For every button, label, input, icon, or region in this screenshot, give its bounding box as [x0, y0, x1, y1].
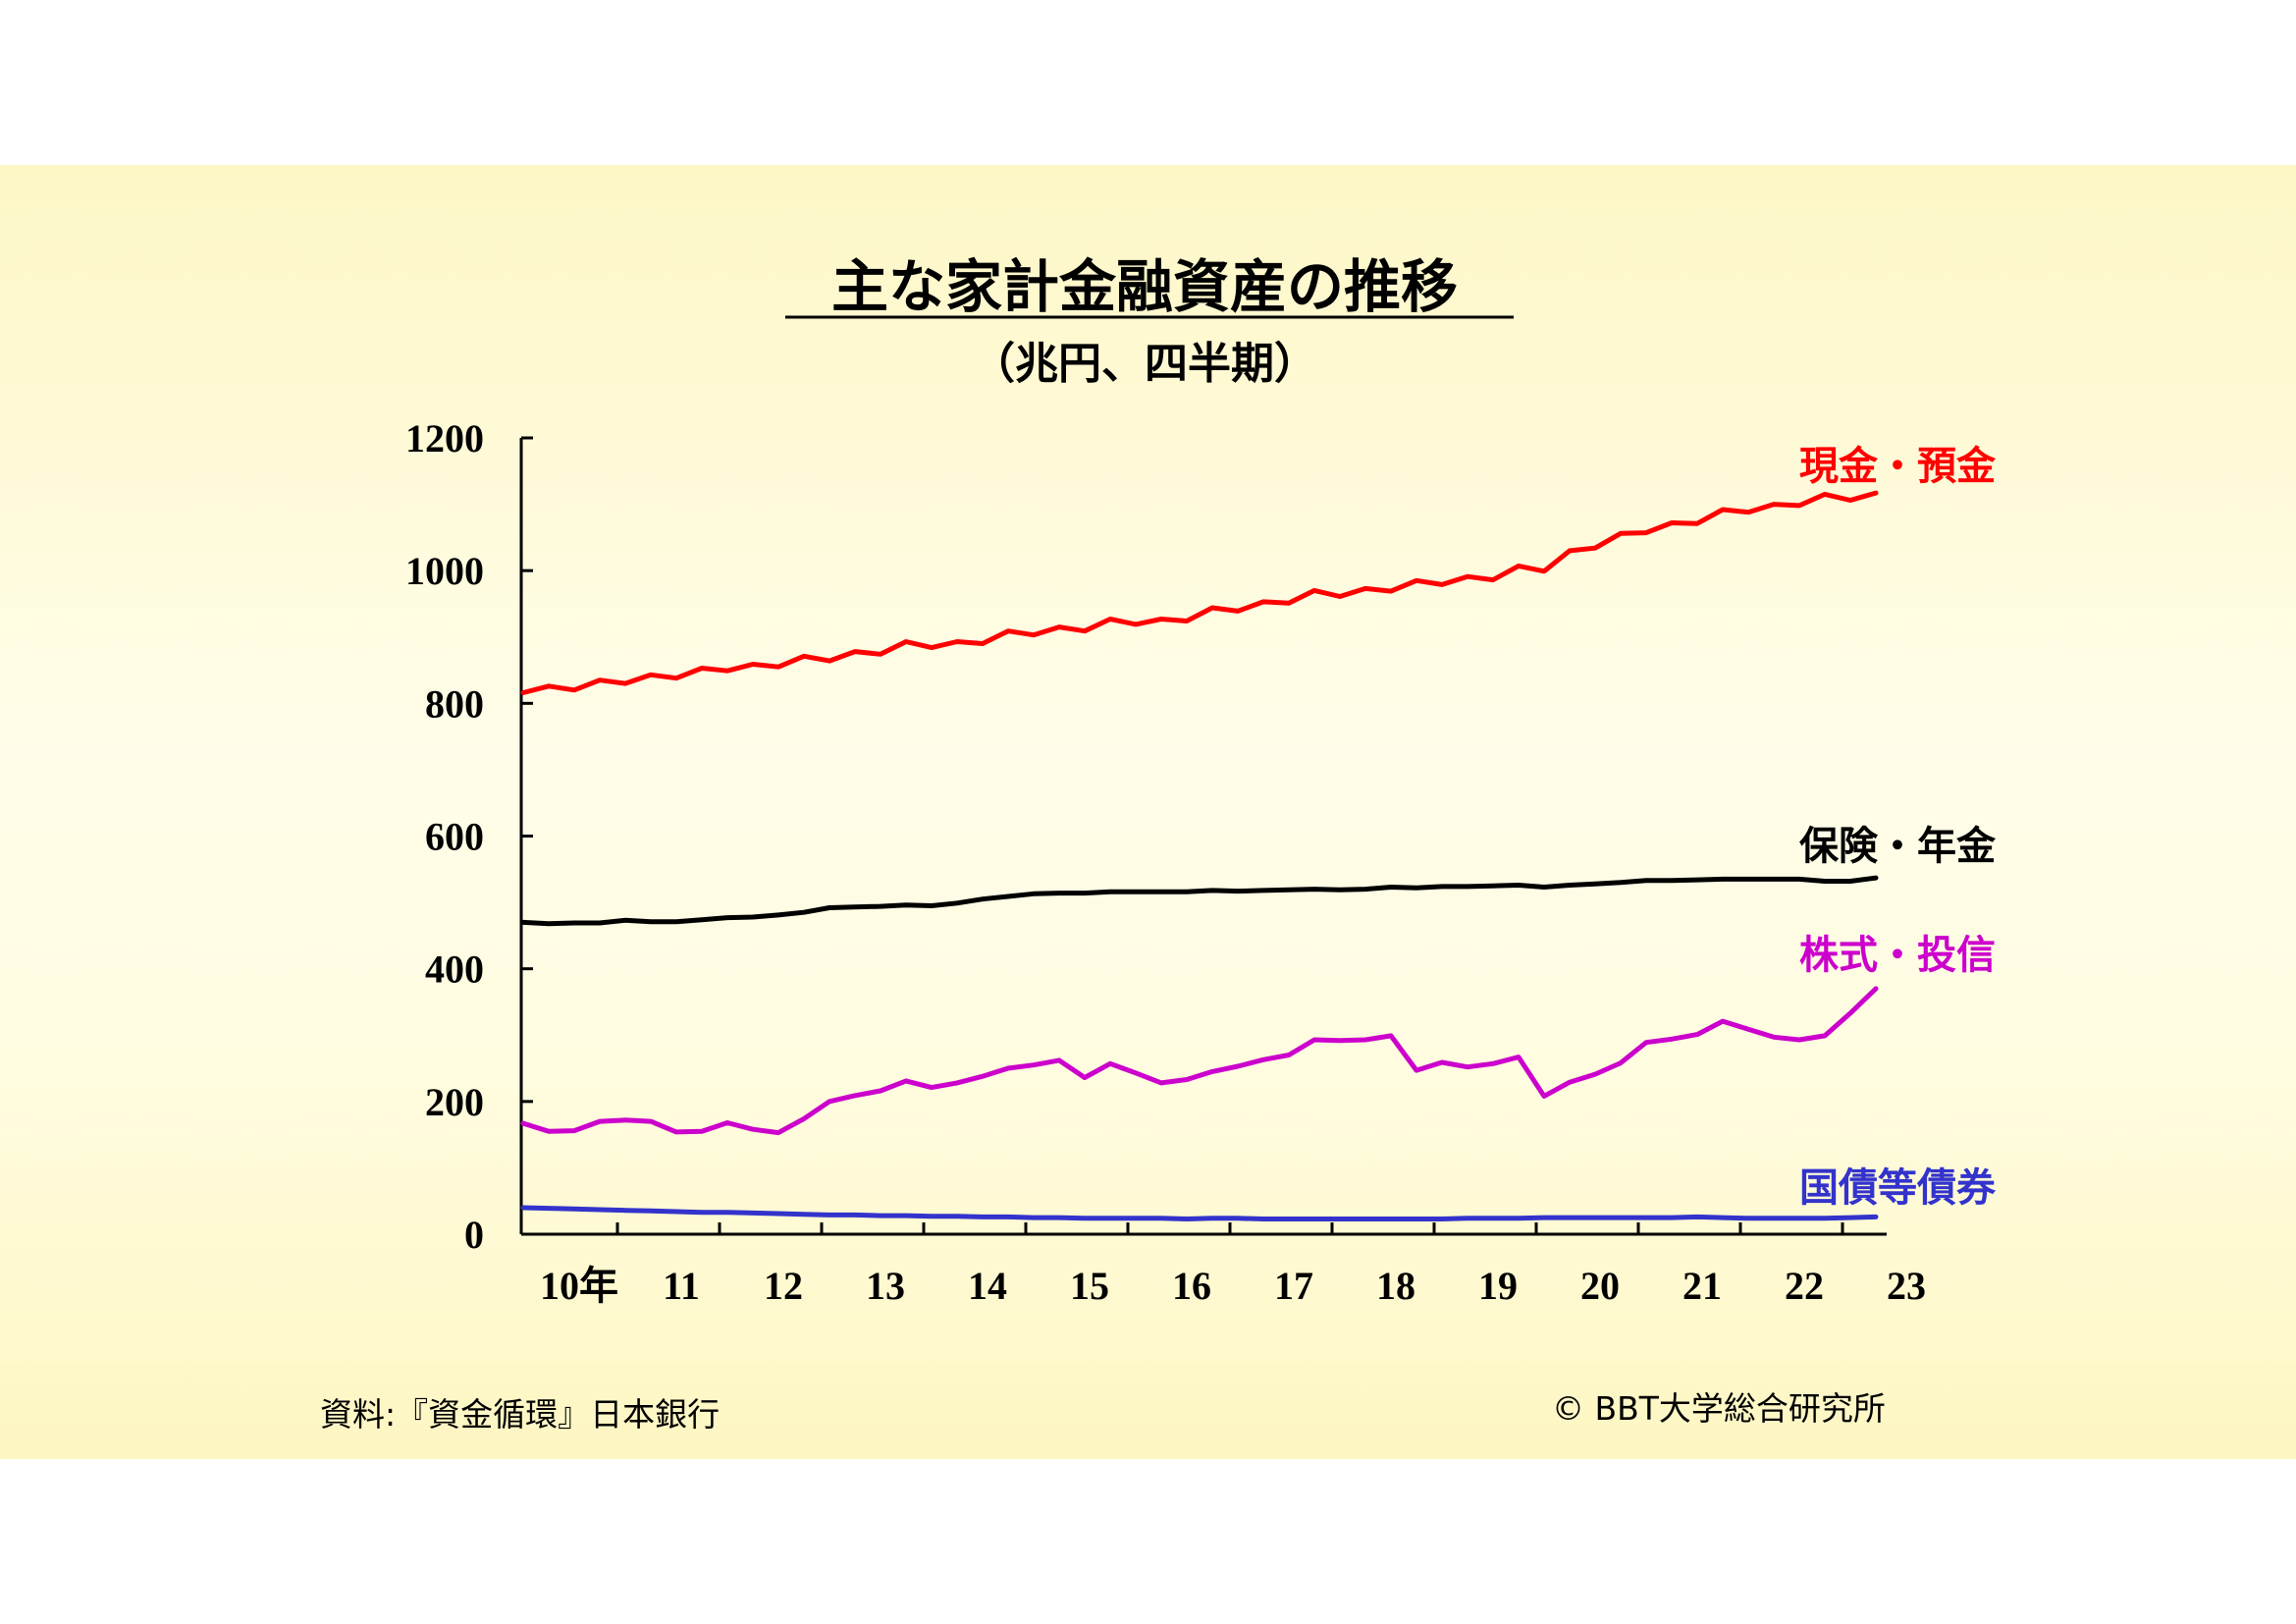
y-tick-label: 0	[464, 1213, 484, 1257]
series-line-1	[520, 875, 1879, 927]
series-line-2	[520, 986, 1879, 1136]
x-tick-label: 17	[1274, 1264, 1313, 1308]
x-tick-label: 10年	[540, 1264, 618, 1308]
y-tick-label: 200	[425, 1080, 484, 1124]
x-tick-label: 14	[968, 1264, 1007, 1308]
x-tick-label: 19	[1478, 1264, 1518, 1308]
y-tick-label: 400	[425, 947, 484, 992]
y-tick-label: 600	[425, 815, 484, 859]
y-tick-label: 1200	[405, 416, 484, 460]
x-tick-label: 22	[1785, 1264, 1824, 1308]
series-label-2: 株式・投信	[1799, 933, 1996, 978]
copyright-note: © BBT大学総合研究所	[1552, 1389, 1886, 1428]
chart-subtitle: （兆円、四半期）	[972, 339, 1317, 389]
series-label-1: 保険・年金	[1799, 824, 1997, 869]
y-tick-label: 800	[425, 681, 484, 726]
chart-background	[0, 165, 2296, 1459]
x-tick-label: 20	[1580, 1264, 1620, 1308]
x-tick-label: 16	[1172, 1264, 1211, 1308]
y-tick-label: 1000	[405, 549, 484, 593]
x-tick-label: 15	[1070, 1264, 1109, 1308]
x-tick-label: 18	[1376, 1264, 1415, 1308]
x-tick-label: 21	[1682, 1264, 1722, 1308]
series-lines	[520, 490, 1879, 1221]
x-tick-label: 23	[1887, 1264, 1926, 1308]
series-label-3: 国債等債券	[1799, 1165, 1997, 1211]
x-ticks: 10年 11 12 13 14 15 16 17 18 19 20 21 22 23	[540, 1222, 1926, 1308]
x-tick-label: 12	[764, 1264, 803, 1308]
x-tick-label: 11	[663, 1264, 700, 1308]
series-label-0: 現金・預金	[1799, 444, 1997, 489]
chart-title: 主な家計金融資産の推移	[831, 253, 1458, 320]
y-ticks: 0 200 400 600 800 1000 1200	[405, 416, 533, 1257]
series-line-3	[520, 1205, 1879, 1221]
x-tick-label: 13	[866, 1264, 905, 1308]
series-line-0	[520, 490, 1879, 695]
source-note: 資料:『資金循環』日本銀行	[320, 1395, 720, 1434]
